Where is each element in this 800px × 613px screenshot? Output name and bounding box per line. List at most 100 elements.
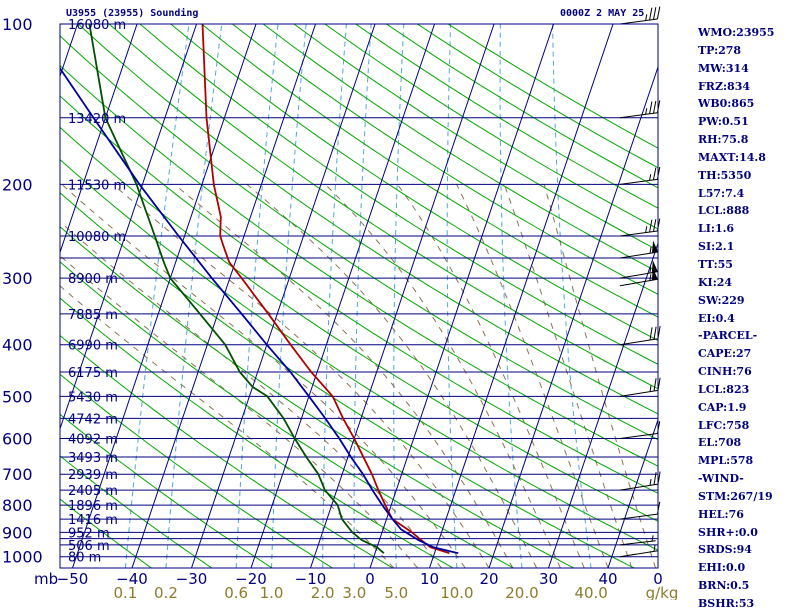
height-label: 13420 m [68,112,126,127]
index-item: LFC:758 [698,417,798,435]
index-item: LCL:823 [698,381,798,399]
index-item: STM:267/19 [698,488,798,506]
station-title: U3955 (23955) Sounding [66,8,198,19]
height-label: 2939 m [68,468,118,483]
wind-barb [620,502,660,519]
index-item: LCL:888 [698,202,798,220]
pressure-tick-label: 800 [2,496,33,515]
index-item: -PARCEL- [698,327,798,345]
index-item: EI:0.4 [698,310,798,328]
index-item: KI:24 [698,274,798,292]
mixing-ratio-line [447,24,457,568]
index-item: TT:55 [698,256,798,274]
barb-feather [650,8,652,20]
isotherm [132,24,316,568]
isotherm [311,24,495,568]
mixing-ratio-label: 1.0 [260,584,284,600]
barb-feather [654,378,656,391]
mixing-ratio-line [166,24,222,568]
mixing-ratio-line [236,24,278,568]
barb-staff [620,484,658,490]
wind-barb [620,167,660,184]
temperature-tick-label: 0 [365,570,375,588]
barb-half-feather [646,14,647,20]
mixing-ratio-label: 40.0 [574,584,607,600]
barb-half-feather [650,274,651,280]
barb-half-feather [650,385,651,391]
mixing-ratio-line [272,24,307,568]
index-item: LI:1.6 [698,220,798,238]
temperature-tick-label: −30 [176,570,208,588]
barb-half-feather [646,226,647,232]
barb-staff [620,113,657,118]
index-item: WMO:23955 [698,24,798,42]
index-item: EHI:0.0 [698,559,798,577]
height-label: 7885 m [68,308,118,323]
dry-adiabat [0,24,393,568]
barb-half-feather [650,247,651,253]
isotherm [0,24,78,568]
mixing-ratio-line [500,24,522,568]
pressure-tick-label: 600 [2,430,33,449]
barb-staff [620,541,656,545]
barb-staff [620,179,657,184]
isotherm [370,24,554,568]
barb-feather [650,102,652,114]
index-item: -WIND- [698,470,798,488]
mixing-ratio-label: 2.0 [311,584,335,600]
mixing-ratio-label: 5.0 [384,584,408,600]
isotherm [0,24,18,568]
height-label: 5430 m [68,390,118,405]
mixing-ratio-label: 0.6 [224,584,248,600]
barb-feather [653,168,655,180]
height-label: 10080 m [68,230,126,245]
y-unit-label: g/kg [646,584,679,600]
isobars [60,24,658,557]
index-item: SHR+:0.0 [698,524,798,542]
pressure-tick-label: 900 [2,523,33,542]
isotherm [430,24,614,568]
index-item: SW:229 [698,292,798,310]
mixing-ratio-label: 3.0 [342,584,366,600]
height-label: 3493 m [68,451,118,466]
index-item: MW:314 [698,60,798,78]
pressure-tick-label: 300 [2,269,33,288]
height-label: 1896 m [68,499,118,514]
barb-half-feather [646,108,647,114]
barb-half-feather [652,535,653,541]
index-item: HEL:76 [698,506,798,524]
pressure-tick-label: 400 [2,336,33,355]
pressure-tick-label: 1000 [2,548,43,567]
moist-adiabat [247,184,537,568]
barb-feather [654,327,656,340]
index-item: MPL:578 [698,452,798,470]
height-label: 4092 m [68,433,118,448]
mixing-ratio-label: 10.0 [440,584,473,600]
barb-feather [650,327,652,340]
sounding-time: 0000Z 2 MAY 25 [560,8,644,19]
height-label: 6990 m [68,339,118,354]
index-item: RH:75.8 [698,131,798,149]
wind-barb [620,100,660,117]
wind-barb [620,260,658,278]
index-item: CAP:1.9 [698,399,798,417]
index-item: SRDS:94 [698,541,798,559]
index-item: BRN:0.5 [698,577,798,595]
barb-half-feather [654,545,655,551]
mixing-ratio-label: 0.1 [113,584,137,600]
temperature-tick-label: 30 [539,570,558,588]
barb-feather [653,219,655,231]
pressure-tick-label: 700 [2,465,33,484]
index-item: TP:278 [698,42,798,60]
index-item: BSHR:53 [698,595,798,613]
index-item: FRZ:834 [698,78,798,96]
height-label: 4742 m [68,412,118,427]
pressure-tick-label: 200 [2,175,33,194]
height-label: 8900 m [68,272,118,287]
barb-feather [653,7,655,19]
barb-feather [653,101,655,113]
height-label: 16080 m [68,18,126,33]
height-label: 2405 m [68,484,118,499]
